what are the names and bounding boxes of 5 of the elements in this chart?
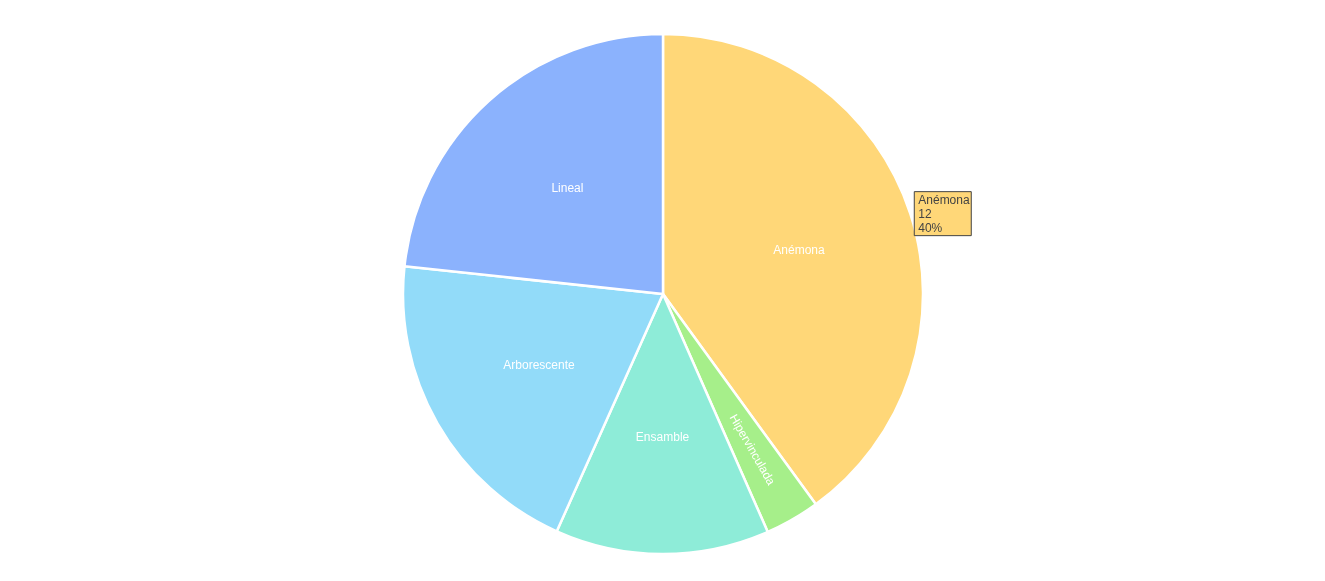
slice-label: Lineal (551, 180, 584, 195)
slice-label: Ensamble (635, 430, 690, 444)
text: Anémona 12 40% (918, 192, 970, 235)
slice-label: Arborescente (503, 358, 576, 373)
slice-label: Anémona (773, 242, 826, 257)
